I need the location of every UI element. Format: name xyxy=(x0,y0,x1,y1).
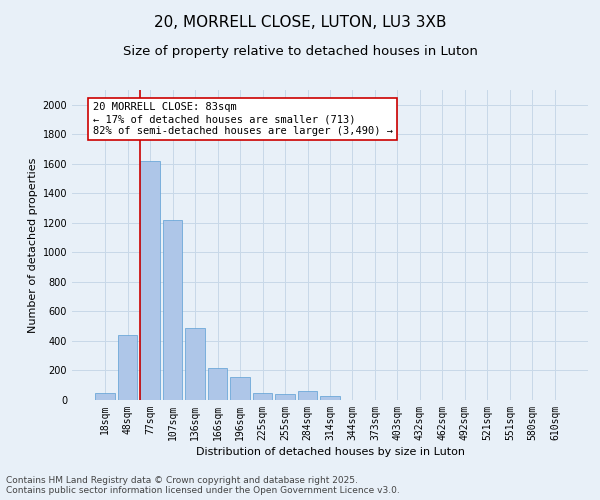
Bar xyxy=(140,161,160,400)
Bar xyxy=(298,391,317,400)
Text: Contains HM Land Registry data © Crown copyright and database right 2025.
Contai: Contains HM Land Registry data © Crown c… xyxy=(6,476,400,495)
Bar xyxy=(253,392,272,400)
Bar xyxy=(275,394,295,400)
Bar xyxy=(95,392,115,400)
X-axis label: Distribution of detached houses by size in Luton: Distribution of detached houses by size … xyxy=(196,447,464,457)
Bar xyxy=(208,368,227,400)
Bar xyxy=(320,396,340,400)
Text: 20 MORRELL CLOSE: 83sqm
← 17% of detached houses are smaller (713)
82% of semi-d: 20 MORRELL CLOSE: 83sqm ← 17% of detache… xyxy=(92,102,392,136)
Text: 20, MORRELL CLOSE, LUTON, LU3 3XB: 20, MORRELL CLOSE, LUTON, LU3 3XB xyxy=(154,15,446,30)
Bar xyxy=(163,220,182,400)
Bar xyxy=(185,328,205,400)
Bar xyxy=(230,377,250,400)
Bar xyxy=(118,335,137,400)
Y-axis label: Number of detached properties: Number of detached properties xyxy=(28,158,38,332)
Text: Size of property relative to detached houses in Luton: Size of property relative to detached ho… xyxy=(122,45,478,58)
